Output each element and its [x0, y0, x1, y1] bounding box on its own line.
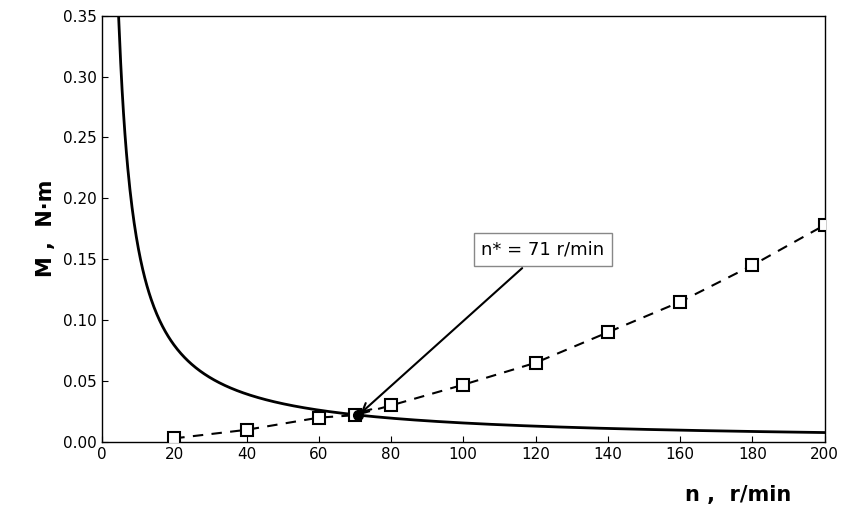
- Text: n* = 71 r/min: n* = 71 r/min: [362, 241, 604, 412]
- X-axis label: n ,  r/min: n , r/min: [684, 485, 790, 504]
- Y-axis label: M ,  N·m: M , N·m: [37, 180, 56, 278]
